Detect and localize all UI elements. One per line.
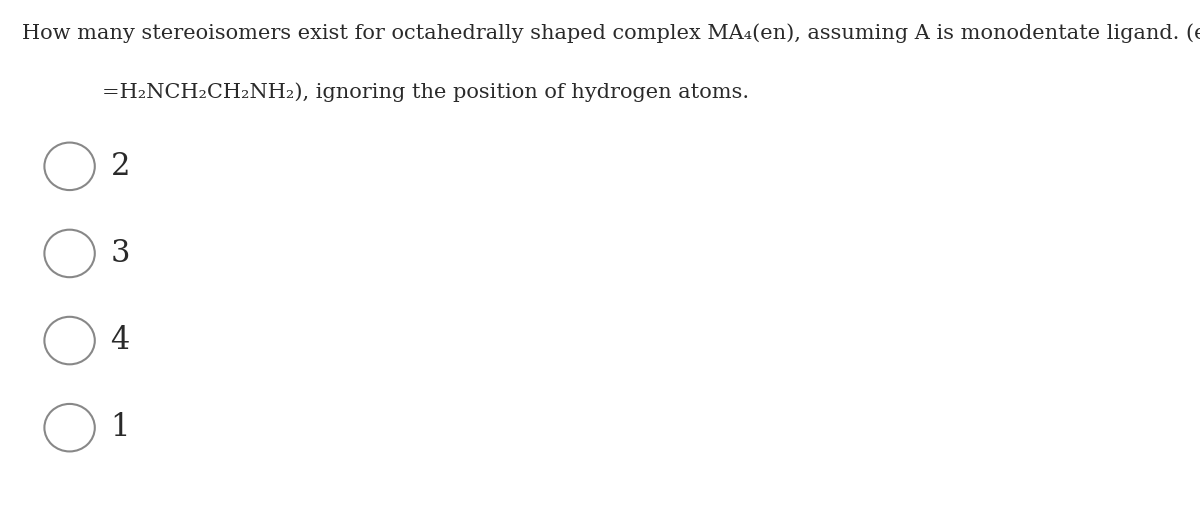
Text: =H₂NCH₂CH₂NH₂), ignoring the position of hydrogen atoms.: =H₂NCH₂CH₂NH₂), ignoring the position of…: [102, 82, 749, 101]
Text: 1: 1: [110, 412, 130, 443]
Text: 3: 3: [110, 238, 130, 269]
Text: 2: 2: [110, 151, 130, 182]
Text: How many stereoisomers exist for octahedrally shaped complex MA₄(en), assuming A: How many stereoisomers exist for octahed…: [22, 24, 1200, 43]
Text: 4: 4: [110, 325, 130, 356]
